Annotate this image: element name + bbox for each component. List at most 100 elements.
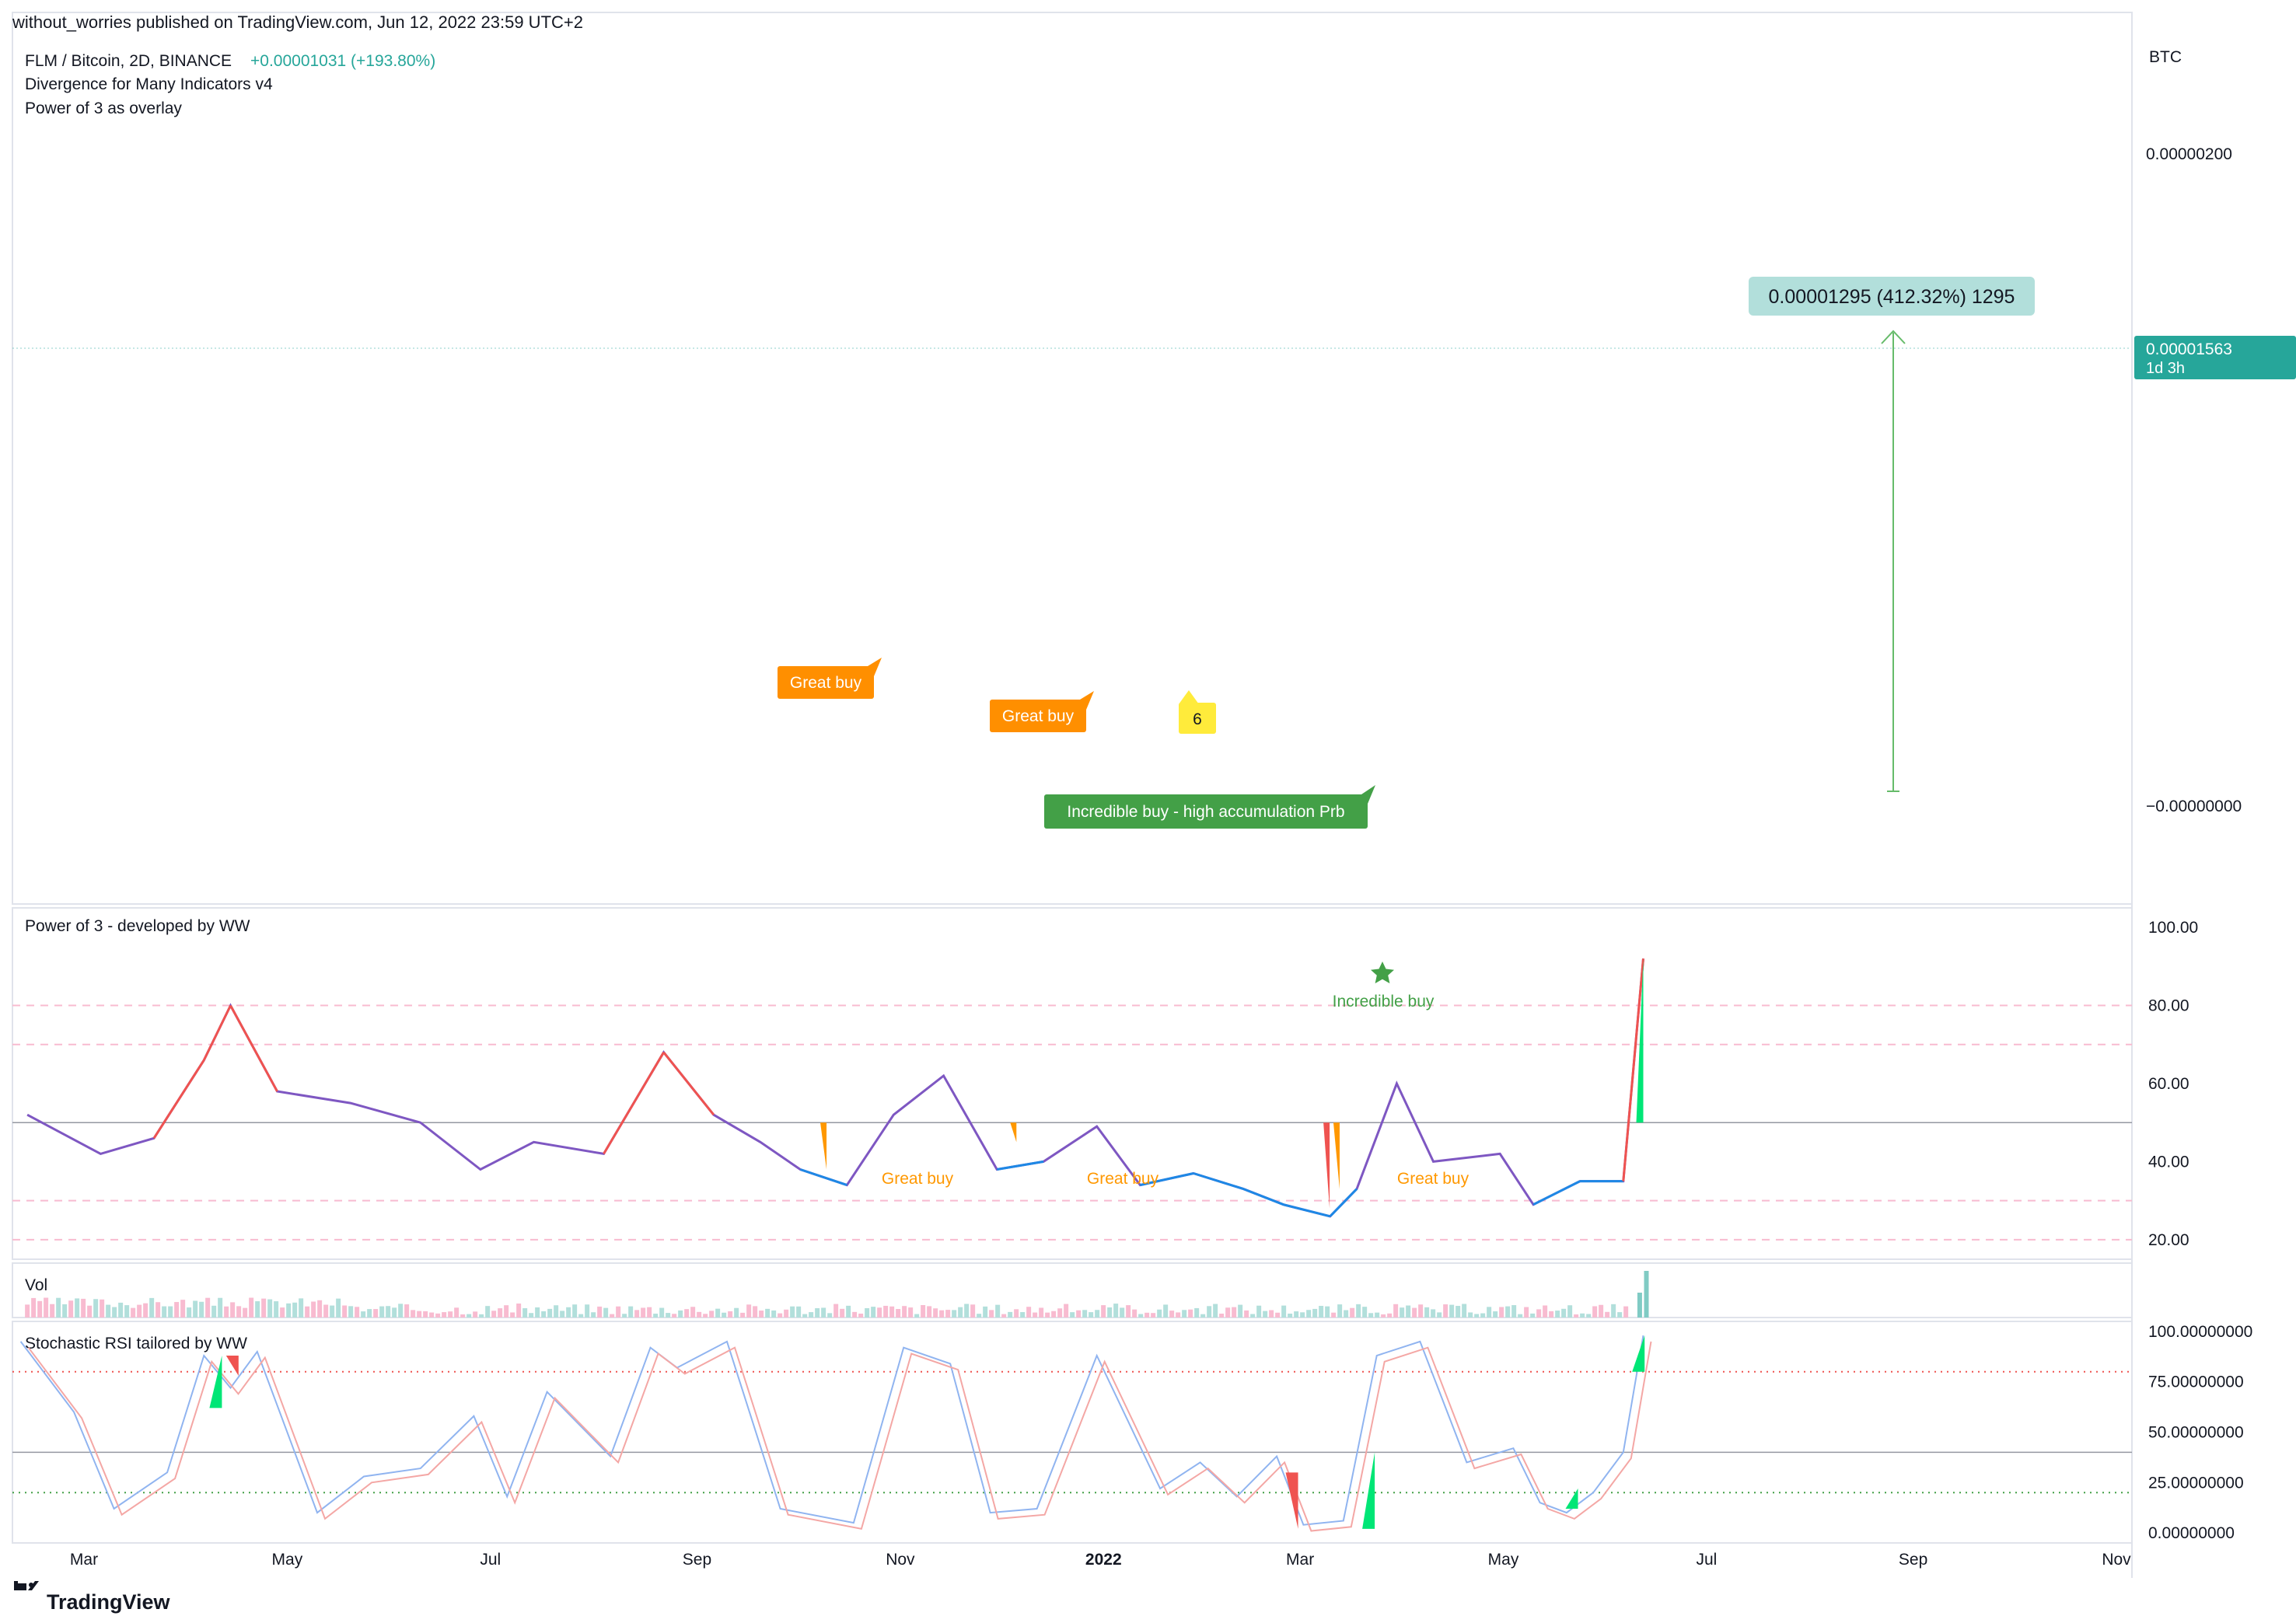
volume-bar — [1592, 1306, 1598, 1318]
volume-bar — [628, 1306, 634, 1318]
volume-bar — [236, 1306, 242, 1318]
measure-label: 0.00001295 (412.32%) 1295 — [1769, 286, 2015, 308]
indicator-divergence[interactable]: Divergence for Many Indicators v4 — [25, 75, 273, 93]
volume-bar — [286, 1303, 292, 1318]
volume-bar — [1089, 1312, 1094, 1318]
volume-bar — [1207, 1306, 1212, 1318]
svg-text:6: 6 — [1193, 710, 1202, 728]
time-axis-label: May — [1488, 1551, 1519, 1569]
volume-title[interactable]: Vol — [25, 1276, 47, 1294]
time-axis-label: Mar — [1286, 1551, 1314, 1569]
volume-bar — [93, 1299, 99, 1318]
stoch-title[interactable]: Stochastic RSI tailored by WW — [25, 1335, 247, 1352]
volume-bar — [392, 1307, 397, 1318]
power3-tick-label: 60.00 — [2148, 1075, 2189, 1093]
power3-line-high — [152, 958, 1644, 1181]
indicator-power3-overlay[interactable]: Power of 3 as overlay — [25, 99, 182, 117]
volume-bar — [1244, 1310, 1249, 1318]
volume-bar — [554, 1305, 559, 1318]
power3-tick-label: 100.00 — [2148, 919, 2198, 937]
power3-tick-label: 20.00 — [2148, 1231, 2189, 1249]
volume-bar — [697, 1311, 702, 1318]
volume-bar — [1344, 1310, 1349, 1318]
volume-bar — [68, 1300, 74, 1318]
volume-bar — [1250, 1314, 1256, 1318]
volume-bar — [1561, 1308, 1567, 1318]
volume-bar — [809, 1312, 814, 1318]
volume-bar — [846, 1305, 851, 1318]
volume-bar — [44, 1297, 49, 1318]
volume-bar — [1524, 1307, 1529, 1318]
volume-bar — [1586, 1314, 1592, 1318]
star-icon — [1370, 962, 1394, 984]
volume-bars — [25, 1271, 1649, 1318]
volume-bar — [1256, 1305, 1262, 1318]
great-buy-label-2: Great buy — [990, 691, 1094, 732]
volume-bar — [945, 1310, 951, 1318]
volume-bar — [722, 1312, 727, 1318]
volume-bar — [373, 1309, 379, 1318]
volume-bar — [690, 1307, 696, 1318]
pane-border — [12, 907, 2133, 1260]
volume-bar — [75, 1298, 80, 1318]
power3-tick-label: 80.00 — [2148, 997, 2189, 1015]
volume-bar — [124, 1305, 130, 1318]
pane-border — [12, 12, 2133, 905]
volume-bar — [1107, 1307, 1113, 1318]
volume-bar — [977, 1314, 982, 1318]
volume-bar — [1138, 1314, 1144, 1318]
volume-bar — [908, 1307, 914, 1318]
power3-axis: 100.00 80.00 60.00 40.00 20.00 — [2148, 919, 2198, 1249]
time-axis-label: Nov — [2102, 1551, 2131, 1569]
volume-bar — [1599, 1304, 1604, 1318]
volume-bar — [398, 1304, 404, 1318]
volume-bar — [37, 1300, 43, 1318]
volume-bar — [1188, 1309, 1193, 1318]
volume-bar — [840, 1308, 845, 1318]
volume-bar — [728, 1311, 733, 1318]
great-buy-label-1: Great buy — [778, 658, 882, 699]
volume-bar — [715, 1308, 721, 1318]
volume-bar — [1480, 1313, 1486, 1318]
volume-bar — [833, 1304, 839, 1318]
volume-bar — [1456, 1306, 1461, 1318]
volume-bar — [1418, 1304, 1424, 1318]
volume-bar — [740, 1312, 746, 1318]
volume-bar — [653, 1314, 659, 1318]
volume-bar — [672, 1314, 677, 1318]
measure-tool[interactable]: 0.00001295 (412.32%) 1295 — [1749, 277, 2035, 792]
volume-bar — [970, 1304, 976, 1318]
volume-bar — [1406, 1305, 1411, 1318]
volume-bar — [255, 1301, 260, 1318]
incredible-buy-star-label: Incredible buy — [1333, 993, 1435, 1010]
volume-bar — [647, 1307, 652, 1318]
volume-bar — [1518, 1314, 1523, 1318]
volume-bar — [1387, 1313, 1393, 1318]
volume-bar — [261, 1298, 267, 1318]
volume-bar — [1312, 1308, 1318, 1318]
power3-title[interactable]: Power of 3 - developed by WW — [25, 917, 250, 935]
time-axis-label: Jul — [1696, 1551, 1717, 1569]
volume-bar — [852, 1311, 858, 1318]
price-axis-unit: BTC — [2149, 48, 2182, 66]
volume-bar — [1157, 1309, 1162, 1318]
time-axis[interactable]: Mar May Jul Sep Nov 2022 Mar May Jul Sep Nov — [70, 1551, 2131, 1569]
symbol-title[interactable]: FLM / Bitcoin, 2D, BINANCE — [25, 52, 232, 70]
volume-bar — [137, 1304, 142, 1318]
volume-bar — [603, 1307, 609, 1318]
volume-bar — [342, 1305, 348, 1318]
volume-bar — [802, 1314, 808, 1318]
volume-bar — [180, 1300, 186, 1318]
volume-bar — [1499, 1307, 1504, 1318]
volume-bar — [485, 1306, 491, 1318]
volume-bar — [1225, 1307, 1231, 1318]
power3-line — [26, 958, 1644, 1218]
price-axis[interactable]: 0.000022000.000020000.000018000.00001600… — [2146, 0, 2242, 815]
volume-bar — [1269, 1310, 1274, 1318]
volume-bar — [529, 1313, 534, 1318]
volume-bar — [753, 1306, 758, 1318]
volume-bar — [1263, 1311, 1268, 1318]
volume-bar — [1300, 1312, 1305, 1318]
volume-bar — [821, 1307, 826, 1318]
volume-bar — [230, 1302, 236, 1318]
